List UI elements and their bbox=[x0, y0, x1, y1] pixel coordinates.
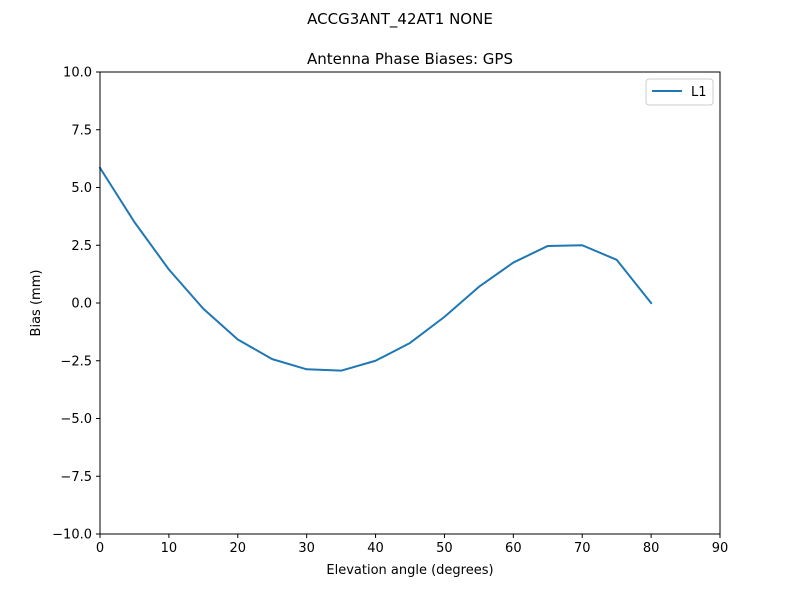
chart-title: Antenna Phase Biases: GPS bbox=[307, 50, 513, 68]
y-tick-label: 5.0 bbox=[71, 181, 92, 196]
series-layer bbox=[98, 166, 653, 372]
x-tick-label: 20 bbox=[230, 541, 247, 556]
x-tick-label: 0 bbox=[96, 541, 104, 556]
y-tick-label: −7.5 bbox=[60, 470, 92, 485]
y-tick-label: −5.0 bbox=[60, 412, 92, 427]
y-tick-label: 2.5 bbox=[71, 239, 92, 254]
plot-area bbox=[100, 72, 720, 534]
y-tick-label: −2.5 bbox=[60, 354, 92, 369]
y-tick-label: 7.5 bbox=[71, 123, 92, 138]
x-tick-label: 80 bbox=[643, 541, 660, 556]
y-tick-label: 0.0 bbox=[71, 297, 92, 312]
x-tick-label: 50 bbox=[436, 541, 453, 556]
x-tick-label: 90 bbox=[712, 541, 729, 556]
figure-suptitle: ACCG3ANT_42AT1 NONE bbox=[307, 10, 493, 29]
x-tick-label: 10 bbox=[161, 541, 178, 556]
series-line-l1 bbox=[98, 166, 653, 372]
plot-background bbox=[100, 72, 720, 534]
x-axis-ticks: 0 10 20 30 40 50 60 70 80 90 bbox=[96, 534, 728, 556]
x-axis-label: Elevation angle (degrees) bbox=[326, 563, 493, 578]
x-tick-label: 40 bbox=[367, 541, 384, 556]
legend: L1 bbox=[645, 78, 714, 106]
y-tick-label: 10.0 bbox=[63, 66, 92, 81]
x-tick-label: 70 bbox=[574, 541, 591, 556]
y-axis-label: Bias (mm) bbox=[29, 270, 44, 337]
plot-frame bbox=[99, 71, 721, 535]
y-tick-label: −10.0 bbox=[52, 528, 92, 543]
x-tick-label: 60 bbox=[505, 541, 522, 556]
legend-label-l1: L1 bbox=[691, 85, 707, 100]
x-tick-label: 30 bbox=[298, 541, 315, 556]
y-axis-ticks: −10.0 −7.5 −5.0 −2.5 0.0 2.5 5.0 7.5 10.0 bbox=[52, 66, 100, 543]
